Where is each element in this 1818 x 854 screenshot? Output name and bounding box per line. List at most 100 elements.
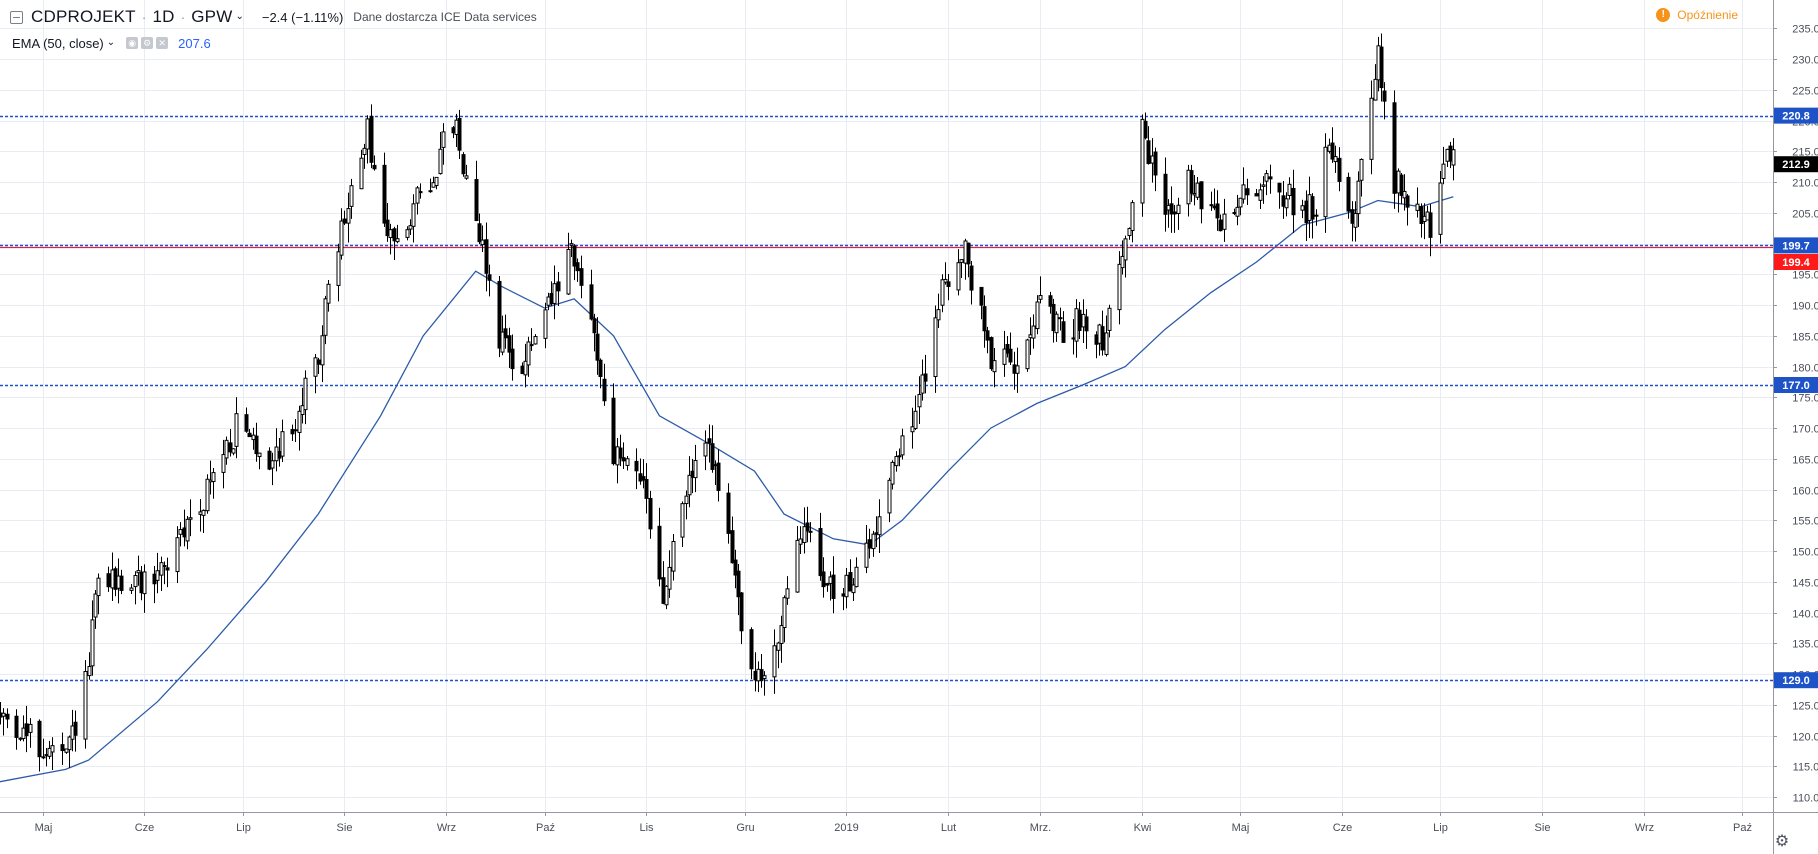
candle-body[interactable] <box>415 187 420 204</box>
candle-body[interactable] <box>1323 146 1328 218</box>
settings-icon[interactable]: ⚙ <box>141 37 154 49</box>
candlestick-series[interactable] <box>0 33 1456 772</box>
candle-body[interactable] <box>5 713 10 720</box>
candle-body[interactable] <box>1254 193 1259 197</box>
candle-body[interactable] <box>1245 188 1250 196</box>
candle-body[interactable] <box>1258 189 1263 201</box>
candle-body[interactable] <box>1291 187 1296 216</box>
candle-body[interactable] <box>464 175 469 179</box>
candle-body[interactable] <box>1284 198 1289 209</box>
candle-body[interactable] <box>782 597 787 629</box>
candle-body[interactable] <box>1268 176 1273 180</box>
candle-body[interactable] <box>1176 204 1181 214</box>
candle-body[interactable] <box>349 185 354 207</box>
candle-body[interactable] <box>1038 295 1043 300</box>
candle-body[interactable] <box>900 435 905 456</box>
candle-body[interactable] <box>362 147 367 156</box>
candle-body[interactable] <box>844 574 849 598</box>
candle-body[interactable] <box>1199 181 1204 210</box>
candle-body[interactable] <box>1415 203 1420 211</box>
candle-body[interactable] <box>1379 46 1384 89</box>
candle-body[interactable] <box>175 537 180 573</box>
candle-body[interactable] <box>224 439 229 459</box>
candle-body[interactable] <box>41 756 46 759</box>
candle-body[interactable] <box>270 460 275 469</box>
candle-body[interactable] <box>1117 263 1122 311</box>
candle-body[interactable] <box>818 528 823 577</box>
candle-body[interactable] <box>772 645 777 678</box>
candle-body[interactable] <box>1163 173 1168 215</box>
candle-body[interactable] <box>572 245 577 267</box>
candle-body[interactable] <box>1402 190 1407 199</box>
candle-body[interactable] <box>188 517 193 520</box>
candle-body[interactable] <box>1369 97 1374 160</box>
candle-body[interactable] <box>598 359 603 378</box>
candle-body[interactable] <box>503 328 508 339</box>
candle-body[interactable] <box>405 229 410 238</box>
candle-body[interactable] <box>602 378 607 402</box>
candle-body[interactable] <box>106 573 111 588</box>
candle-body[interactable] <box>1346 176 1351 212</box>
candle-body[interactable] <box>687 474 692 496</box>
candle-body[interactable] <box>1172 211 1177 215</box>
candle-body[interactable] <box>831 574 836 599</box>
candle-body[interactable] <box>90 619 95 667</box>
candle-body[interactable] <box>480 239 485 246</box>
candle-body[interactable] <box>64 748 69 753</box>
candle-body[interactable] <box>1058 317 1063 320</box>
candle-body[interactable] <box>510 348 515 370</box>
candle-body[interactable] <box>657 525 662 580</box>
candle-body[interactable] <box>369 115 374 163</box>
candle-body[interactable] <box>1143 120 1148 139</box>
candle-body[interactable] <box>618 447 623 459</box>
candle-body[interactable] <box>254 435 259 455</box>
candle-body[interactable] <box>726 492 731 534</box>
candle-body[interactable] <box>917 393 922 408</box>
candle-body[interactable] <box>894 456 899 467</box>
candle-body[interactable] <box>979 286 984 306</box>
candle-body[interactable] <box>1441 163 1446 179</box>
candle-body[interactable] <box>1356 180 1361 215</box>
candle-body[interactable] <box>1218 219 1223 232</box>
candle-body[interactable] <box>1146 140 1151 165</box>
candle-body[interactable] <box>736 570 741 598</box>
candle-body[interactable] <box>759 669 764 681</box>
candle-body[interactable] <box>500 331 505 353</box>
candle-body[interactable] <box>671 540 676 572</box>
collapse-icon[interactable] <box>10 10 23 24</box>
candle-body[interactable] <box>136 570 141 574</box>
candle-body[interactable] <box>320 335 325 366</box>
candle-body[interactable] <box>434 176 439 187</box>
candle-body[interactable] <box>162 565 167 568</box>
candle-body[interactable] <box>1107 307 1112 331</box>
candle-body[interactable] <box>739 592 744 632</box>
candle-body[interactable] <box>388 229 393 239</box>
candle-body[interactable] <box>1451 149 1456 166</box>
candle-body[interactable] <box>1104 332 1109 355</box>
candle-body[interactable] <box>228 442 233 453</box>
candle-body[interactable] <box>342 218 347 224</box>
candle-body[interactable] <box>887 479 892 514</box>
candle-body[interactable] <box>267 450 272 470</box>
candle-body[interactable] <box>776 642 781 651</box>
time-scale[interactable]: Maj Cze Lip Sie Wrz Paź Lis Gru 2019 Lut Mrz. Kwi Ma… <box>0 812 1818 834</box>
candle-body[interactable] <box>710 443 715 470</box>
candle-body[interactable] <box>1310 196 1315 220</box>
candle-body[interactable] <box>1419 206 1424 225</box>
candle-body[interactable] <box>142 571 147 595</box>
candle-body[interactable] <box>943 278 948 283</box>
candle-body[interactable] <box>418 191 423 194</box>
candle-body[interactable] <box>1195 182 1200 198</box>
candle-body[interactable] <box>205 478 210 512</box>
candle-body[interactable] <box>461 154 466 175</box>
candle-body[interactable] <box>529 344 534 347</box>
candle-body[interactable] <box>851 584 856 594</box>
candle-body[interactable] <box>802 526 807 544</box>
candle-body[interactable] <box>730 530 735 564</box>
ema-line[interactable] <box>0 196 1454 783</box>
symbol-name[interactable]: CDPROJEKT <box>31 7 136 26</box>
candle-body[interactable] <box>1215 203 1220 219</box>
candle-body[interactable] <box>1209 204 1214 207</box>
candle-body[interactable] <box>293 429 298 432</box>
